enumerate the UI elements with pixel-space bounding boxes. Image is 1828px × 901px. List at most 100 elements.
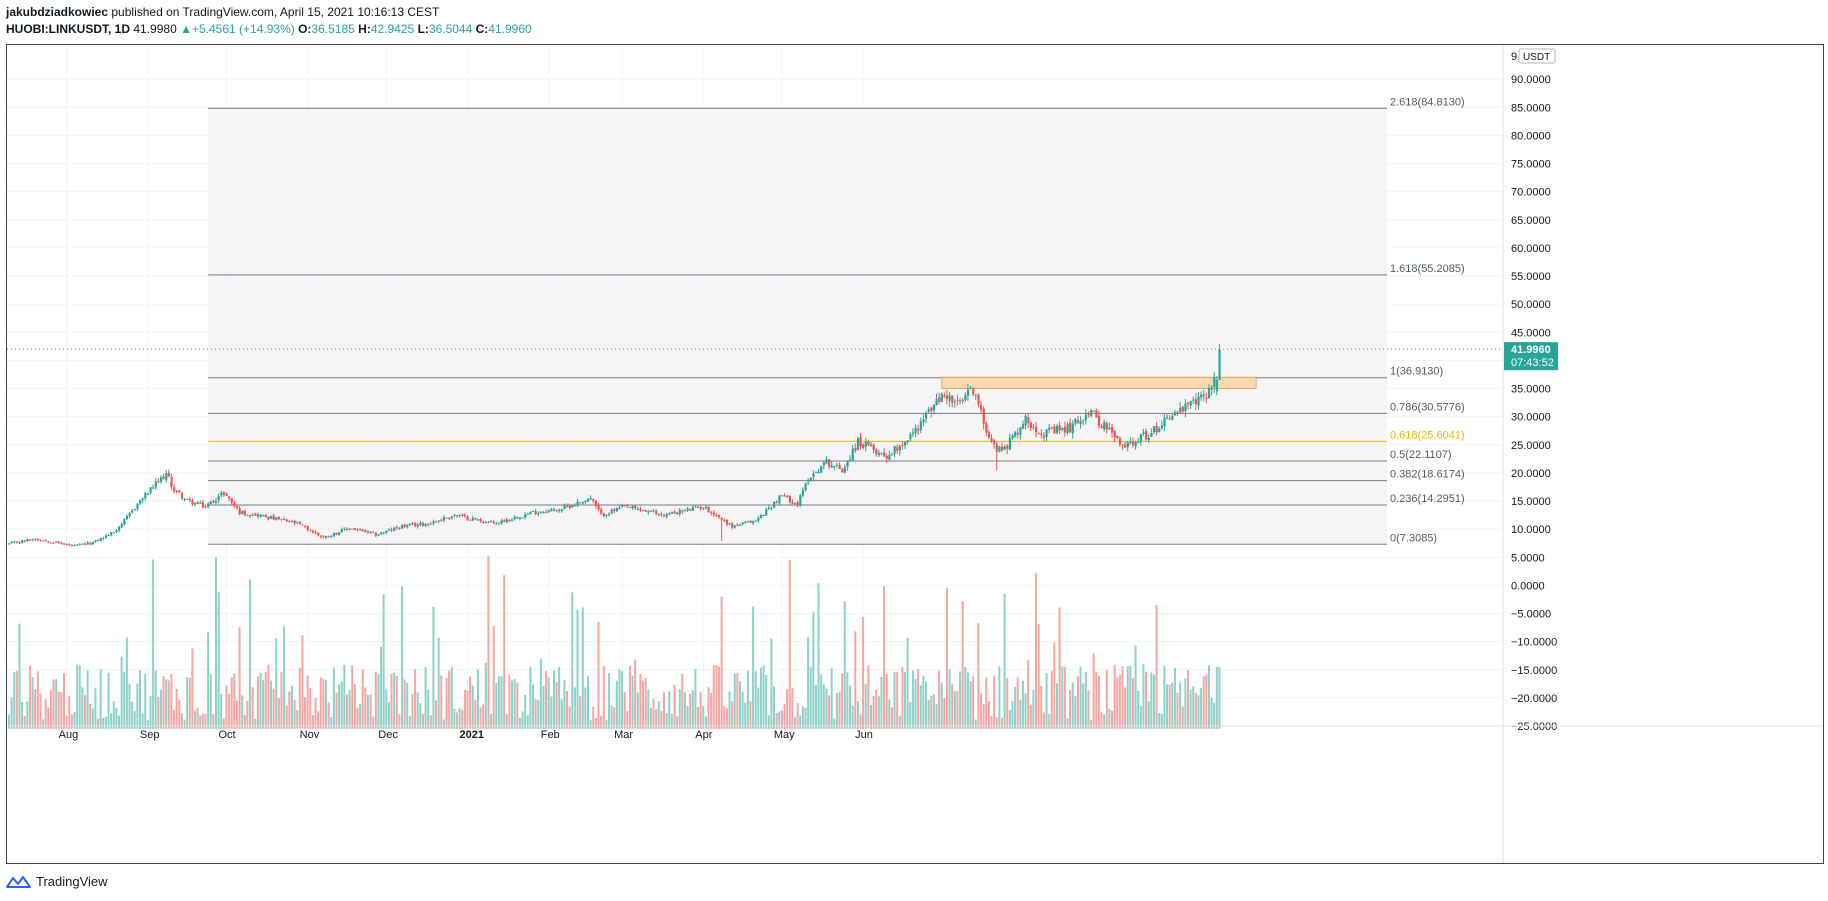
candle[interactable] [246,514,249,517]
candle[interactable] [689,508,692,512]
candle[interactable] [34,537,37,541]
candle[interactable] [332,532,336,538]
candle[interactable] [262,514,265,517]
candle[interactable] [364,529,367,533]
candle[interactable] [843,465,846,474]
candle[interactable] [1079,416,1082,429]
candle[interactable] [985,421,988,437]
candle[interactable] [584,500,587,505]
candle[interactable] [288,519,291,523]
candle[interactable] [1074,418,1077,427]
candle[interactable] [408,523,412,526]
candle[interactable] [76,544,79,547]
candle[interactable] [429,521,433,525]
candle[interactable] [1006,443,1009,454]
candle[interactable] [668,512,671,516]
candle[interactable] [1131,437,1135,448]
candle[interactable] [571,504,574,509]
candle[interactable] [1184,399,1187,418]
candle[interactable] [707,506,710,513]
candle[interactable] [1035,421,1038,438]
candle[interactable] [450,515,453,520]
candle[interactable] [204,504,207,509]
candle[interactable] [846,460,849,471]
candle[interactable] [995,441,998,471]
candle[interactable] [1163,413,1166,432]
candle[interactable] [980,401,983,413]
price-chart[interactable]: 2.618(84.8130) 1.618(55.2085) 1(36.9130) 0.… [7,45,1823,863]
candle[interactable] [663,513,666,518]
candle[interactable] [959,397,962,405]
fib-retracement[interactable]: 2.618(84.8130) 1.618(55.2085) 1(36.9130) 0.… [208,96,1465,545]
candle[interactable] [102,536,105,541]
candle[interactable] [849,455,852,462]
candle[interactable] [1150,428,1153,438]
candle[interactable] [901,441,904,450]
candle[interactable] [285,518,288,523]
candle[interactable] [1194,393,1198,411]
candle[interactable] [374,532,377,538]
candle[interactable] [448,517,451,520]
candle[interactable] [63,542,66,545]
candle[interactable] [437,520,440,524]
candle[interactable] [490,520,493,523]
candle[interactable] [173,484,176,494]
candle[interactable] [317,532,320,537]
candle[interactable] [264,514,267,518]
candle[interactable] [801,487,805,498]
candle[interactable] [545,509,548,514]
candle[interactable] [243,509,246,517]
candle[interactable] [922,414,925,427]
candle[interactable] [225,492,228,496]
candle[interactable] [953,399,957,408]
candle[interactable] [220,490,223,498]
candle[interactable] [1082,419,1085,426]
candle[interactable] [704,504,708,510]
candle[interactable] [723,518,726,523]
candle[interactable] [579,502,582,504]
candle[interactable] [1011,433,1014,440]
candle[interactable] [917,424,920,436]
candle[interactable] [741,522,744,526]
candle[interactable] [165,469,168,483]
candle[interactable] [759,514,763,519]
candle[interactable] [825,456,828,465]
candle[interactable] [39,539,42,542]
candle[interactable] [188,497,191,503]
candle[interactable] [49,542,53,544]
candle[interactable] [1069,418,1072,433]
candle[interactable] [1040,428,1043,439]
candle[interactable] [471,515,474,521]
candle[interactable] [1000,442,1004,452]
candle[interactable] [361,529,364,532]
candle[interactable] [120,522,123,529]
candle[interactable] [13,540,16,543]
candle[interactable] [602,512,605,518]
candle[interactable] [573,503,577,507]
candle[interactable] [123,518,126,526]
candle[interactable] [1129,437,1132,445]
candle[interactable] [327,535,330,538]
candle[interactable] [1205,392,1208,404]
candle[interactable] [581,501,584,505]
candle[interactable] [1215,376,1219,396]
candle[interactable] [1147,434,1150,444]
chart-frame[interactable]: 2.618(84.8130) 1.618(55.2085) 1(36.9130) 0.… [6,44,1824,864]
candle[interactable] [932,404,936,415]
candle[interactable] [306,525,309,532]
candle[interactable] [254,512,257,516]
candle[interactable] [951,395,954,408]
candle[interactable] [665,512,668,519]
candle[interactable] [513,514,516,521]
candle[interactable] [456,514,459,519]
candle[interactable] [511,517,514,522]
candle[interactable] [623,504,626,507]
candle[interactable] [594,500,598,509]
candle[interactable] [1213,371,1216,393]
candle[interactable] [395,525,398,530]
candle[interactable] [427,522,430,527]
candle[interactable] [149,487,152,495]
candle[interactable] [26,538,29,543]
brand-label[interactable]: TradingView [36,874,108,889]
candle[interactable] [838,462,841,470]
